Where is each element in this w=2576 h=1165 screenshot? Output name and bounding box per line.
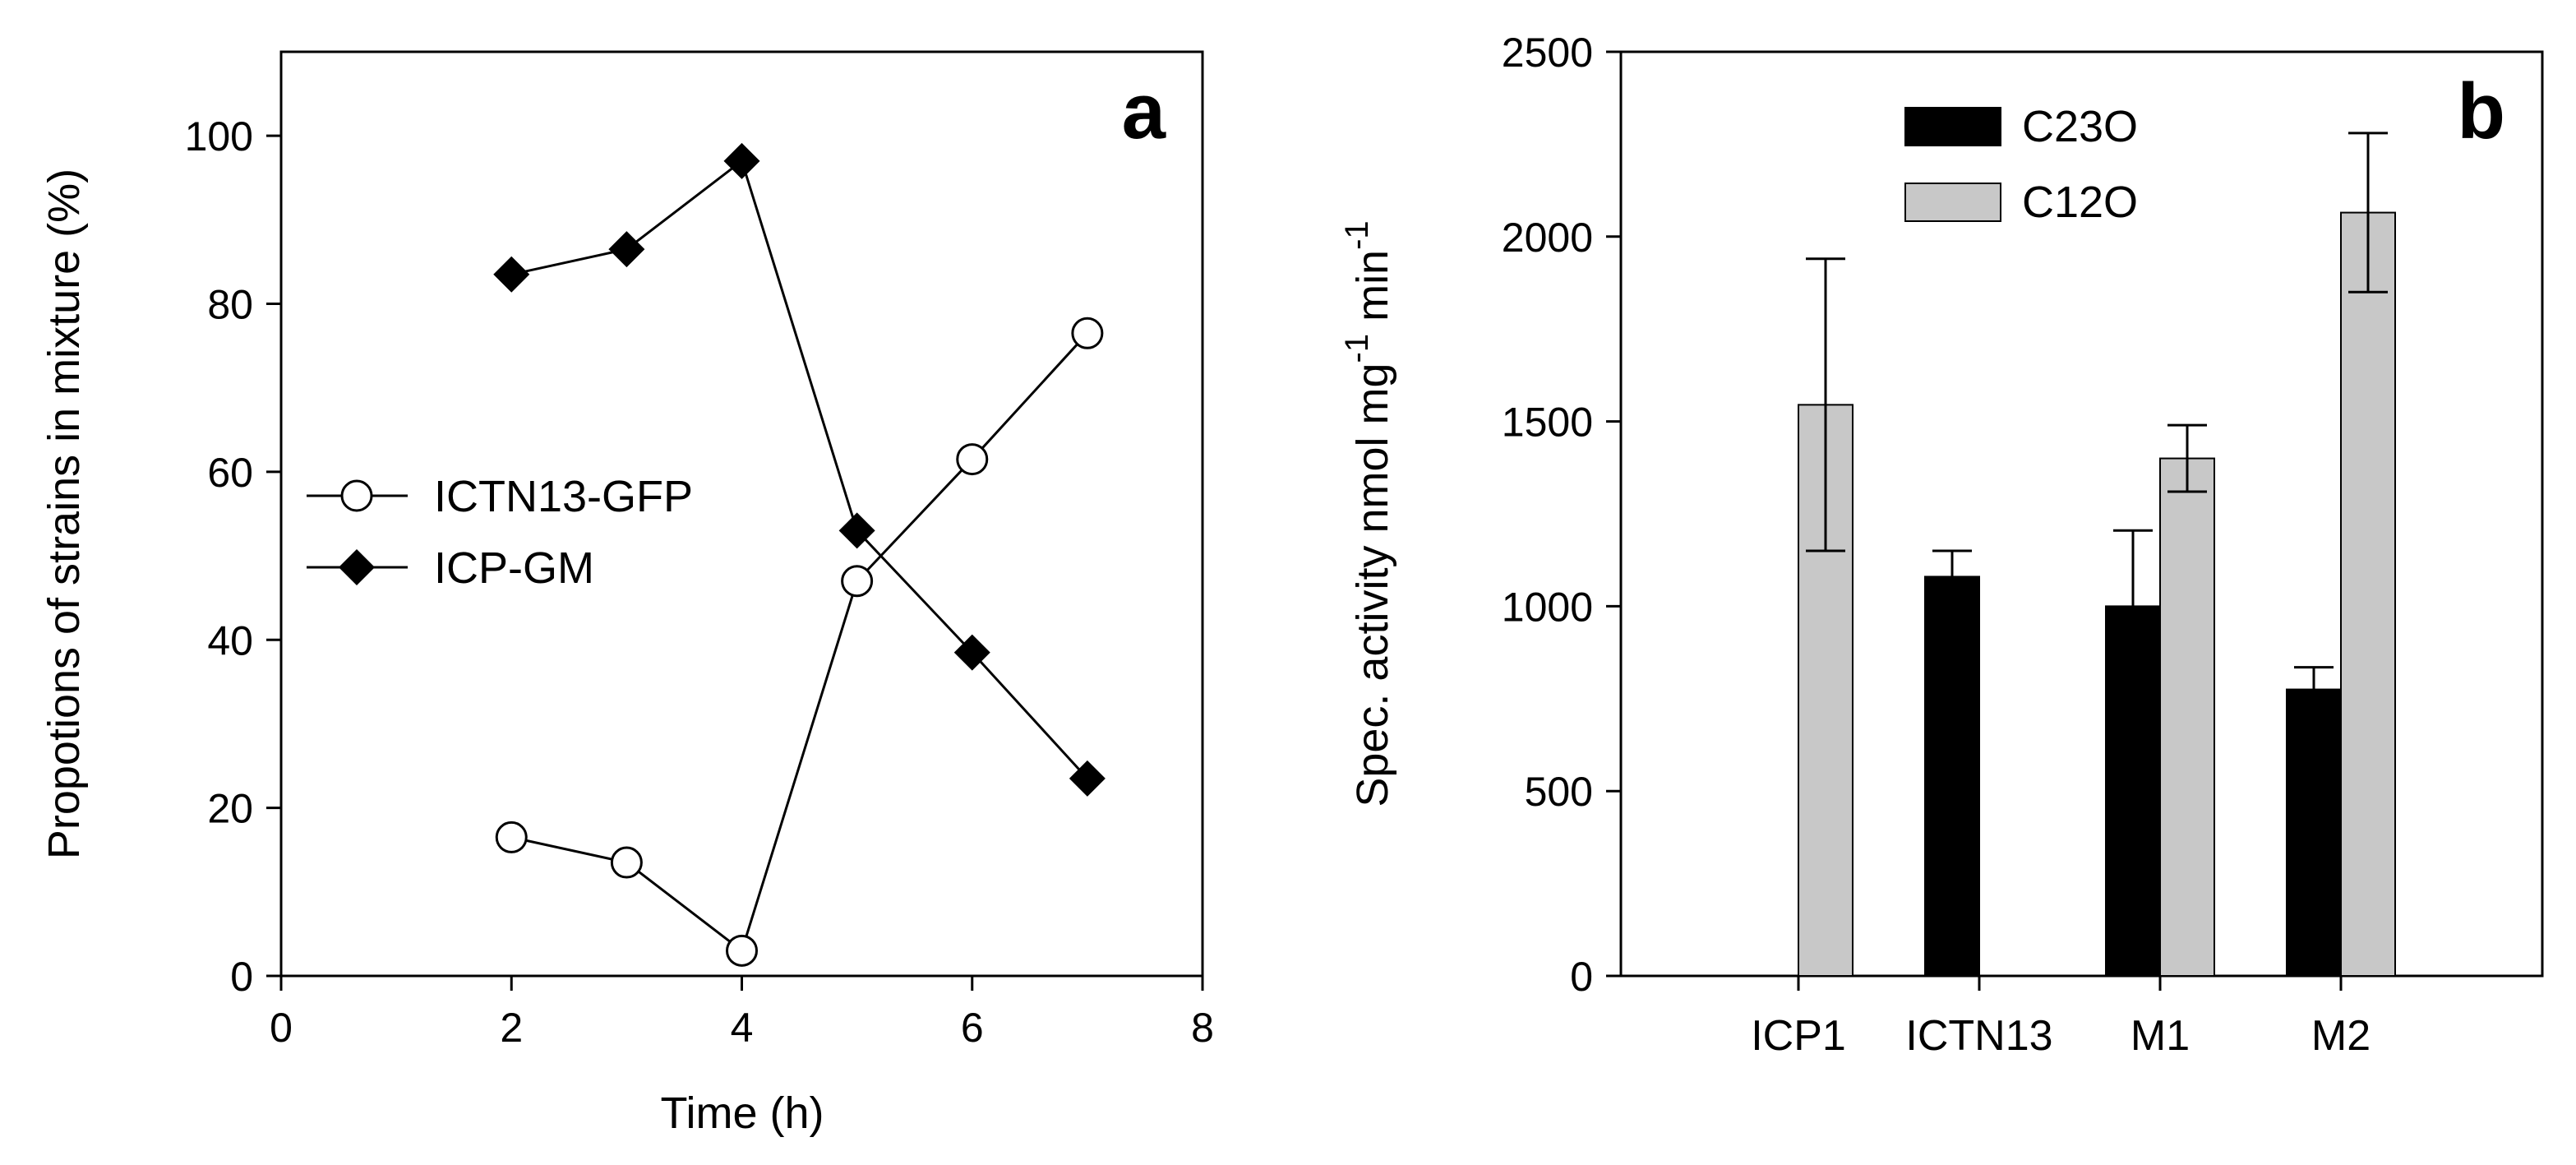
panel-a-label: a (1122, 67, 1166, 155)
category-label-icp1: ICP1 (1751, 1012, 1846, 1060)
legend-label-ictn13-gfp: ICTN13-GFP (434, 472, 693, 521)
error-bar-c12o-icp1 (1806, 257, 1845, 552)
panel-a-x-tick-label: 8 (1191, 1005, 1214, 1051)
panel-a-y-tick-label: 80 (207, 282, 253, 328)
panel-b-bar-chart: ICP1 ICTN13 M1 M2 0 500 1000 1500 2000 2500 b Sp… (1339, 30, 2544, 1060)
panel-b-y-tick-label: 1500 (1502, 400, 1593, 446)
panel-b-y-title-mid: min (1348, 250, 1397, 334)
legend-swatch-c23o (1904, 107, 2001, 146)
panel-b-y-tick-label: 0 (1570, 954, 1593, 1000)
series-line-ictn13-gfp (510, 332, 1088, 953)
panel-a-y-tick-label: 0 (230, 954, 253, 1000)
panel-a-x-tick-label: 2 (500, 1005, 523, 1051)
panel-a-x-tick-label: 4 (731, 1005, 754, 1051)
series-line-icp-gm (510, 159, 1088, 779)
error-bar-c23o-ictn13 (1932, 549, 1972, 604)
panel-a-y-tick-label: 100 (185, 113, 253, 159)
legend-marker-icp-gm (339, 549, 375, 585)
data-point-icp-gm (493, 256, 530, 293)
data-point-ictn13-gfp (495, 821, 528, 853)
panel-a-y-axis-title: Propotions of strains in mixture (%) (39, 169, 89, 859)
error-bar-c23o-m1 (2113, 529, 2153, 684)
panel-a-x-axis-title: Time (h) (661, 1089, 824, 1138)
panel-b-label: b (2457, 67, 2505, 155)
data-point-icp-gm (838, 512, 875, 549)
panel-a-y-tick-label: 20 (207, 786, 253, 832)
panel-b-y-axis-title: Spec. activity nmol mg-1 min-1 (1339, 220, 1397, 807)
panel-a-legend: ICTN13-GFP ICP-GM (307, 472, 693, 593)
data-point-ictn13-gfp (726, 934, 758, 967)
panel-a-y-tick-label: 60 (207, 450, 253, 496)
panel-b-y-title-main: Spec. activity nmol mg (1348, 363, 1397, 807)
panel-b-y-title-sup1: -1 (1339, 334, 1375, 363)
bar-c12o-m1 (2159, 457, 2215, 977)
category-label-ictn13: ICTN13 (1905, 1012, 2052, 1060)
panel-b-y-tick-label: 2000 (1502, 215, 1593, 261)
legend-label-c12o: C12O (2022, 178, 2138, 227)
error-bar-c23o-m2 (2294, 666, 2334, 714)
panel-b-legend: C23O C12O (1904, 102, 2138, 227)
data-point-icp-gm (608, 231, 645, 268)
legend-label-c23o: C23O (2022, 102, 2138, 151)
panel-a-x-tick-label: 6 (961, 1005, 984, 1051)
panel-a-y-tick-label: 40 (207, 617, 253, 663)
legend-swatch-c12o (1904, 183, 2001, 222)
panel-b-y-tick-label: 2500 (1502, 30, 1593, 76)
data-point-icp-gm (723, 142, 760, 179)
data-point-ictn13-gfp (956, 443, 989, 476)
panel-b-plot-frame (1619, 50, 2544, 978)
panel-b-y-tick-label: 500 (1525, 769, 1593, 815)
data-point-icp-gm (953, 634, 990, 671)
data-point-ictn13-gfp (1071, 317, 1104, 349)
bar-c23o-m2 (2286, 688, 2342, 977)
category-label-m2: M2 (2311, 1012, 2371, 1060)
panel-a-plot-frame (279, 50, 1204, 978)
panel-b-y-title-sup2: -1 (1339, 220, 1375, 250)
panel-a-line-chart: 0 2 4 6 8 0 20 40 60 80 100 a Time (h) Propotions… (39, 50, 1214, 1138)
data-point-ictn13-gfp (841, 565, 874, 598)
category-label-m1: M1 (2131, 1012, 2190, 1060)
error-bar-c12o-m2 (2348, 132, 2388, 294)
legend-marker-ictn13-gfp (340, 479, 373, 512)
legend-label-icp-gm: ICP-GM (434, 543, 594, 593)
bar-c23o-ictn13 (1924, 576, 1980, 977)
error-bar-c12o-m1 (2167, 423, 2207, 493)
data-point-icp-gm (1069, 760, 1106, 797)
panel-b-y-tick-label: 1000 (1502, 584, 1593, 630)
data-point-ictn13-gfp (610, 846, 643, 879)
bar-c12o-m2 (2340, 211, 2396, 977)
panel-a-x-tick-label: 0 (270, 1005, 293, 1051)
